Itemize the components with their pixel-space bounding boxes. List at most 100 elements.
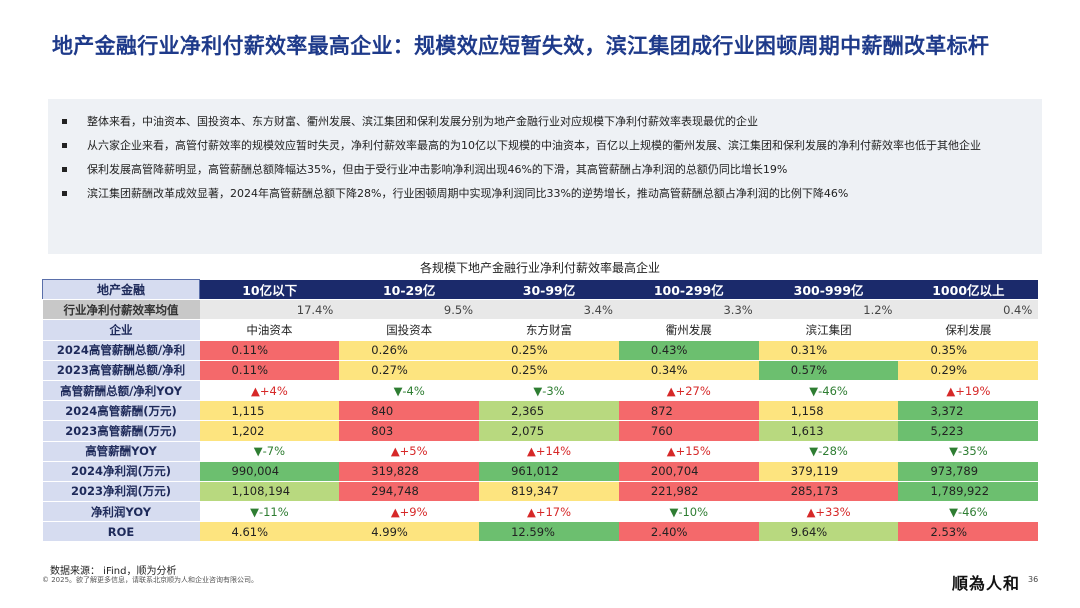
table-cell: 990,004 xyxy=(199,461,340,482)
table-cell: 3,372 xyxy=(898,400,1039,422)
row-label: ROE xyxy=(42,521,200,543)
brand-logo: 順為人和 xyxy=(952,574,1021,593)
cell-value: 2,365 xyxy=(511,403,545,418)
cell-value: 872 xyxy=(650,403,673,418)
table-cell: 9.5% xyxy=(339,299,480,321)
table-cell: 12.59% xyxy=(479,521,619,543)
copyright-text: © 2025。欲了解更多信息，请联系北京顺为人和企业咨询有限公司。 xyxy=(42,576,259,584)
cell-value: 4.99% xyxy=(371,524,408,539)
table-cell: 760 xyxy=(618,420,759,442)
row-label: 2023高管薪酬(万元) xyxy=(42,420,200,442)
column-header: 100-299亿 xyxy=(618,279,759,301)
cell-value: 0.35% xyxy=(930,343,968,358)
table-cell: 1,115 xyxy=(199,400,340,422)
table-cell: ▼-11% xyxy=(199,501,340,523)
table-cell: 1,202 xyxy=(199,420,340,442)
cell-value: 294,748 xyxy=(371,484,419,499)
table-cell: 221,982 xyxy=(618,481,759,503)
firm-row: 企业 中油资本 国投资本 东方财富 衢州发展 滨江集团 保利发展 xyxy=(42,319,1039,341)
summary-text: 从六家企业来看，高管付薪效率的规模效应暂时失灵，净利付薪效率最高的为10亿以下规… xyxy=(87,139,981,152)
row-label: 高管薪酬总额/净利YOY xyxy=(42,380,200,402)
table-cell: 973,789 xyxy=(898,461,1039,482)
cell-value: ▼-10% xyxy=(669,504,709,519)
cell-value: 12.59% xyxy=(511,524,555,539)
row-label: 高管薪酬YOY xyxy=(42,441,200,462)
cell-value: 221,982 xyxy=(650,484,699,499)
cell-value: 3,372 xyxy=(930,403,964,418)
cell-value: ▲+15% xyxy=(666,444,711,459)
table-cell: 803 xyxy=(339,420,480,442)
table-row: 2023高管薪酬(万元) 1,202 803 2,075 760 1,613 5,223 xyxy=(42,420,1039,442)
cell-value: ▲+14% xyxy=(526,444,572,459)
table-cell: 840 xyxy=(339,400,480,422)
table-cell: 0.4% xyxy=(898,299,1039,321)
cell-value: 973,789 xyxy=(930,464,979,479)
table-cell: 东方财富 xyxy=(479,319,619,341)
cell-value: ▲+17% xyxy=(526,504,572,519)
table-row: 高管薪酬YOY ▼-7% ▲+5% ▲+14% ▲+15% ▼-28% ▼-35% xyxy=(42,441,1039,462)
cell-value: 0.25% xyxy=(511,343,548,358)
summary-text: 滨江集团薪酬改革成效显著，2024年高管薪酬总额下降28%，行业困顿周期中实现净… xyxy=(87,187,849,200)
cell-value: 319,828 xyxy=(371,464,419,479)
table-row: 高管薪酬总额/净利YOY ▲+4% ▼-4% ▼-3% ▲+27% ▼-46% ▲+19% xyxy=(42,380,1039,402)
cell-value: 1,158 xyxy=(790,403,824,418)
table-cell: 1,158 xyxy=(758,400,899,422)
cell-value: 5,223 xyxy=(930,423,964,438)
cell-value: 1,108,194 xyxy=(231,484,291,499)
cell-value: 1,115 xyxy=(231,403,265,418)
table-cell: ▼-46% xyxy=(758,380,899,402)
table-cell: 1,789,922 xyxy=(898,481,1039,503)
cell-value: 285,173 xyxy=(790,484,839,499)
column-header: 10-29亿 xyxy=(339,279,480,301)
header-row: 地产金融 10亿以下 10-29亿 30-99亿 100-299亿 300-99… xyxy=(42,278,1039,301)
table-row: ROE 4.61% 4.99% 12.59% 2.40% 9.64% 2.53% xyxy=(42,521,1039,543)
summary-panel: 整体来看，中油资本、国投资本、东方财富、衢州发展、滨江集团和保利发展分别为地产金… xyxy=(48,99,1042,254)
table-cell: ▼-3% xyxy=(479,380,619,402)
table-cell: 961,012 xyxy=(479,461,619,482)
cell-value: 0.34% xyxy=(650,363,688,378)
cell-value: ▲+5% xyxy=(390,444,428,459)
table-cell: ▼-28% xyxy=(758,441,899,462)
table-row: 2024高管薪酬总额/净利 0.11% 0.26% 0.25% 0.43% 0.31% 0.… xyxy=(42,340,1039,361)
table-cell: 3.4% xyxy=(479,299,619,321)
table-cell: 3.3% xyxy=(618,299,759,321)
table-cell: 17.4% xyxy=(199,299,340,321)
cell-value: ▼-7% xyxy=(253,444,286,459)
cell-value: ▼-11% xyxy=(250,504,289,519)
row-label: 2023高管薪酬总额/净利 xyxy=(42,360,200,381)
cell-value: ▼-35% xyxy=(949,444,988,459)
cell-value: 0.11% xyxy=(231,363,269,378)
cell-value: ▼-4% xyxy=(393,383,425,398)
cell-value: 0.29% xyxy=(930,363,968,378)
column-header: 1000亿以上 xyxy=(898,279,1039,301)
data-source: 数据来源： iFind，顺为分析 xyxy=(50,566,177,577)
column-header: 30-99亿 xyxy=(479,279,619,301)
cell-value: 9.64% xyxy=(790,524,828,539)
table-cell: 819,347 xyxy=(479,481,619,503)
table-row: 净利润YOY ▼-11% ▲+9% ▲+17% ▼-10% ▲+33% ▼-46% xyxy=(42,501,1039,523)
table-cell: 9.64% xyxy=(758,521,899,543)
table-cell: 4.99% xyxy=(339,521,480,543)
table-cell: 国投资本 xyxy=(339,319,480,341)
table-row: 2024高管薪酬(万元) 1,115 840 2,365 872 1,158 3,372 xyxy=(42,400,1039,422)
table-cell: 294,748 xyxy=(339,481,480,503)
cell-value: 2.53% xyxy=(930,524,968,539)
table-cell: 2.53% xyxy=(898,521,1039,543)
page-number: 36 xyxy=(1028,575,1039,584)
cell-value: 1,202 xyxy=(231,423,265,438)
table-cell: ▲+17% xyxy=(479,501,619,523)
table-cell: 872 xyxy=(618,400,759,422)
table-cell: 4.61% xyxy=(199,521,340,543)
table-cell: 0.57% xyxy=(758,360,899,381)
table-cell: 2,365 xyxy=(479,400,619,422)
summary-text: 整体来看，中油资本、国投资本、东方财富、衢州发展、滨江集团和保利发展分别为地产金… xyxy=(87,115,758,128)
row-label: 2024净利润(万元) xyxy=(42,461,200,482)
table-title: 各规模下地产金融行业净利付薪效率最高企业 xyxy=(419,261,660,275)
table-cell: ▲+33% xyxy=(758,501,899,523)
cell-value: 803 xyxy=(371,423,394,438)
table-cell: 0.43% xyxy=(618,340,759,361)
table-cell: ▲+9% xyxy=(339,501,480,523)
cell-value: ▲+4% xyxy=(251,383,288,398)
bullet-icon xyxy=(62,119,67,124)
cell-value: 990,004 xyxy=(231,464,280,479)
